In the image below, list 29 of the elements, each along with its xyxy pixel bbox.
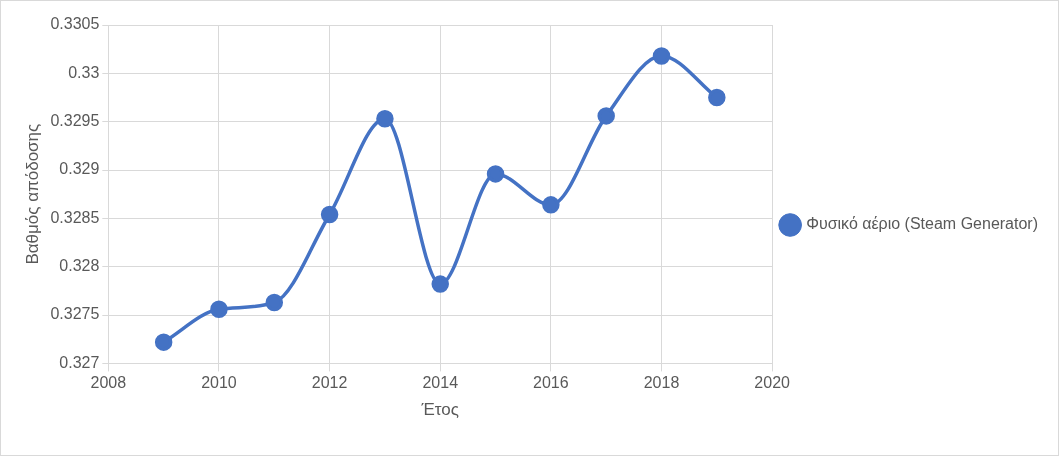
point	[320, 205, 339, 224]
y-tick-label: 0.3305	[50, 15, 100, 33]
point	[542, 196, 560, 214]
x-tick-label: 2016	[533, 374, 569, 392]
x-axis-title: Έτος	[420, 400, 459, 420]
point	[597, 107, 615, 125]
point	[210, 300, 228, 319]
x-tick-label: 2014	[422, 374, 459, 392]
point	[486, 165, 505, 183]
point	[431, 275, 449, 293]
point	[154, 333, 173, 351]
point	[652, 47, 671, 65]
y-axis-title: Βαθμός απόδοσης	[22, 123, 42, 265]
y-tick-label: 0.33	[68, 63, 100, 81]
point	[708, 88, 726, 107]
y-tick-label: 0.327	[59, 353, 100, 371]
x-tick-label: 2018	[643, 374, 680, 392]
y-tick-label: 0.3275	[50, 305, 100, 323]
y-tick-label: 0.328	[59, 257, 100, 275]
point	[265, 293, 284, 312]
x-tick-label: 2012	[311, 374, 348, 392]
y-tick-label: 0.3295	[50, 112, 100, 130]
x-tick-label: 2020	[754, 374, 791, 392]
legend-label: Φυσικό αέριο (Steam Generator)	[806, 215, 1038, 233]
y-tick-label: 0.329	[59, 160, 100, 178]
x-tick-label: 2008	[90, 374, 127, 392]
y-tick-label: 0.3285	[50, 208, 100, 226]
x-tick-label: 2010	[201, 374, 237, 392]
point	[376, 110, 394, 128]
